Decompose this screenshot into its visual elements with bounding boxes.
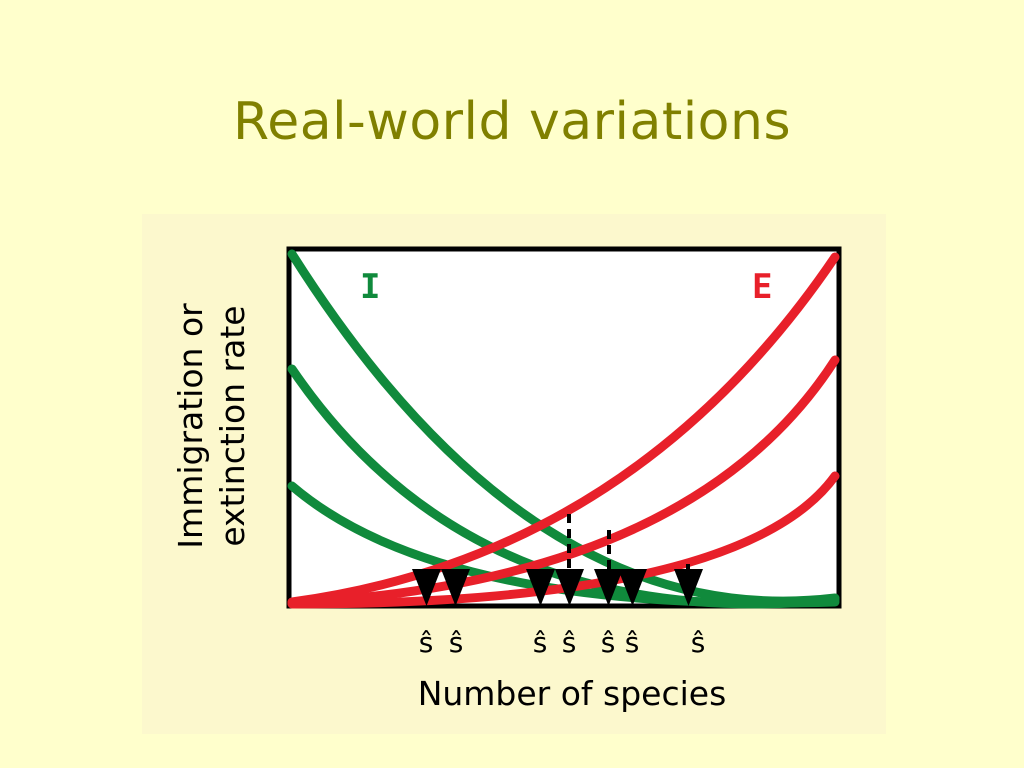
arrow-1 [412, 569, 441, 606]
macarthur-wilson-diagram: I E Immigration or extinction rate ŝ ŝ ŝ… [171, 246, 842, 713]
equilibrium-tick-label: ŝ [533, 626, 548, 659]
equilibrium-tick-label: ŝ [449, 626, 464, 659]
extinction-curve-high [287, 252, 840, 607]
plot-area [286, 246, 842, 609]
arrow-2 [441, 569, 470, 606]
equilibrium-tick-label: ŝ [691, 626, 706, 659]
immigration-label: I [360, 267, 380, 307]
arrow-7 [674, 569, 703, 606]
x-axis-label: Number of species [418, 674, 727, 713]
arrow-4 [555, 569, 584, 606]
immigration-curves [287, 249, 840, 609]
equilibrium-tick-label: ŝ [562, 626, 577, 659]
equilibrium-arrows [412, 569, 703, 606]
equilibrium-tick-label: ŝ [419, 626, 434, 659]
equilibrium-tick-labels: ŝ ŝ ŝ ŝ ŝ ŝ ŝ [419, 626, 706, 659]
arrow-6 [618, 569, 647, 606]
extinction-curves [287, 252, 840, 609]
figure-panel: I E Immigration or extinction rate ŝ ŝ ŝ… [142, 214, 886, 734]
y-axis-label-line1: Immigration or [171, 303, 210, 549]
extinction-curve-low [287, 471, 840, 609]
equilibrium-tick-label: ŝ [625, 626, 640, 659]
extinction-curve-mid [287, 355, 840, 608]
equilibrium-tick-label: ŝ [601, 626, 616, 659]
slide-title: Real-world variations [232, 92, 792, 152]
arrow-5 [594, 569, 623, 606]
y-axis-label: Immigration or extinction rate [171, 303, 252, 549]
y-axis-label-line2: extinction rate [213, 305, 252, 546]
extinction-label: E [752, 267, 772, 307]
arrow-3 [526, 569, 555, 606]
immigration-curve-low [287, 481, 840, 608]
